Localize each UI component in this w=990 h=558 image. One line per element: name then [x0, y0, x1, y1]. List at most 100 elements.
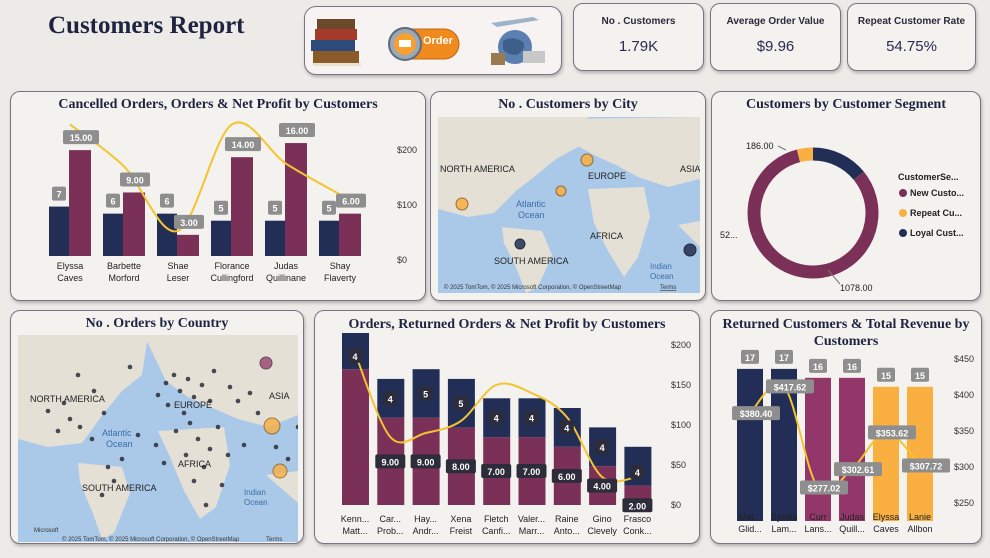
customers-by-city-map-card[interactable]: No . Customers by City NORTH AMERICA EUR… [430, 91, 706, 301]
map-point[interactable] [111, 478, 117, 484]
map-point[interactable] [173, 428, 179, 434]
category-label: Sybilla [771, 512, 798, 522]
map-point[interactable] [187, 420, 193, 426]
map-point[interactable] [201, 464, 207, 470]
map-point[interactable] [219, 482, 225, 488]
bar-cancelled-orders [211, 220, 231, 256]
data-label: 16.00 [286, 126, 309, 136]
map-point[interactable] [177, 388, 183, 394]
cancelled-orders-chart-card[interactable]: Cancelled Orders, Orders & Net Profit by… [10, 91, 426, 301]
map-point[interactable] [165, 402, 171, 408]
map-point[interactable] [181, 410, 187, 416]
map-point[interactable] [163, 380, 169, 386]
data-label-bg [120, 172, 150, 187]
map-point[interactable] [241, 442, 247, 448]
map-point[interactable] [75, 372, 81, 378]
map-point[interactable] [203, 502, 209, 508]
map-bubble[interactable] [263, 417, 281, 435]
kpi-card-customers: No . Customers 1.79K [573, 3, 704, 71]
data-label-bg [214, 200, 228, 215]
map-point[interactable] [227, 384, 233, 390]
bar-returned-customers [805, 377, 831, 521]
customer-segment-donut[interactable]: 186.00 52... 1078.00 CustomerSe... New Custo… [712, 112, 980, 297]
customer-segment-chart-card[interactable]: Customers by Customer Segment 186.00 52..… [711, 91, 981, 301]
map-point[interactable] [191, 478, 197, 484]
map-point[interactable] [61, 400, 67, 406]
map-point[interactable] [153, 442, 159, 448]
data-label-bg [902, 458, 950, 473]
legend-marker [899, 209, 907, 217]
map-point[interactable] [215, 424, 221, 430]
order-button[interactable]: Order [423, 35, 453, 47]
map-point[interactable] [225, 452, 231, 458]
category-label: Shay [330, 261, 351, 271]
data-label-bg [453, 396, 468, 411]
map-bubble[interactable] [580, 153, 594, 167]
y-tick-label: $100 [671, 420, 691, 430]
map-bubble[interactable] [259, 356, 273, 370]
map-point[interactable] [77, 424, 83, 430]
map-point[interactable] [155, 392, 161, 398]
map-point[interactable] [105, 464, 111, 470]
returned-customers-revenue-chart[interactable]: 17 17 16 16 15 15 $380.40 $417.62 $277.02$302.61… [711, 349, 981, 544]
map-point[interactable] [185, 376, 191, 382]
map-point[interactable] [89, 436, 95, 442]
city-map[interactable]: NORTH AMERICA EUROPE ASIA Atlantic Ocean… [438, 117, 700, 293]
country-map[interactable]: NORTH AMERICA EUROPE ASIA Atlantic Ocean… [18, 335, 298, 542]
data-label-bg [834, 462, 882, 477]
map-point[interactable] [67, 416, 73, 422]
map-point[interactable] [191, 394, 197, 400]
map-bubble[interactable] [683, 243, 697, 257]
map-point[interactable] [273, 444, 279, 450]
map-point[interactable] [199, 382, 205, 388]
map-point[interactable] [127, 364, 133, 370]
map-point[interactable] [183, 452, 189, 458]
returned-orders-chart[interactable]: 4 4 9.00 5 9.00 5 8.00 4 7.00 4 7.00 4 6.00 4 4.00 4 2.0… [315, 333, 699, 543]
category-label: Leser [167, 273, 190, 283]
category-label: Quillinane [266, 273, 306, 283]
map-point[interactable] [135, 432, 141, 438]
map-point[interactable] [119, 456, 125, 462]
map-point[interactable] [207, 446, 213, 452]
map-point[interactable] [161, 460, 167, 466]
orders-by-country-map-card[interactable]: No . Orders by Country NORTH AMERICA EUR… [10, 310, 304, 544]
map-point[interactable] [101, 410, 107, 416]
map-point[interactable] [195, 436, 201, 442]
map-point[interactable] [235, 398, 241, 404]
kpi-label: No . Customers [601, 16, 676, 27]
map-bubble[interactable] [555, 185, 567, 197]
map-point[interactable] [285, 456, 291, 462]
map-point[interactable] [99, 492, 105, 498]
category-label: Elyssa [873, 512, 900, 522]
data-label-bg [174, 214, 204, 229]
map-terms-link[interactable]: Terms [660, 285, 676, 291]
page-title: Customers Report [48, 12, 245, 39]
returned-orders-chart-card[interactable]: Orders, Returned Orders & Net Profit by … [314, 310, 700, 544]
category-label: Glid... [738, 524, 762, 534]
map-bubble[interactable] [455, 197, 469, 211]
returned-customers-revenue-chart-card[interactable]: Returned Customers & Total Revenue by Cu… [710, 310, 982, 544]
bar-cancelled-orders [49, 206, 69, 256]
map-bubble[interactable] [514, 238, 526, 250]
map-microsoft-logo: Microsoft [34, 528, 59, 534]
map-point[interactable] [171, 372, 177, 378]
category-label: Raine [555, 514, 579, 524]
map-point[interactable] [295, 424, 298, 430]
data-label: 4 [529, 414, 534, 424]
map-point[interactable] [207, 398, 213, 404]
map-point[interactable] [45, 408, 51, 414]
data-label: 4 [635, 468, 640, 478]
bar-orders [123, 192, 145, 256]
category-label: Matt... [342, 526, 367, 536]
map-point[interactable] [247, 390, 253, 396]
map-point[interactable] [255, 410, 261, 416]
map-terms-link[interactable]: Terms [266, 537, 282, 542]
map-point[interactable] [91, 388, 97, 394]
map-bubble[interactable] [272, 463, 288, 479]
map-point[interactable] [211, 368, 217, 374]
bar-returned-customers [839, 377, 865, 521]
category-label: Frasco [624, 514, 652, 524]
cancelled-orders-chart[interactable]: 7 6 6 5 5 5 15.00 9.00 3.00 14.00 16.00 6.00 $200 $10… [11, 112, 425, 297]
data-label-bg [336, 193, 366, 208]
map-point[interactable] [55, 428, 61, 434]
